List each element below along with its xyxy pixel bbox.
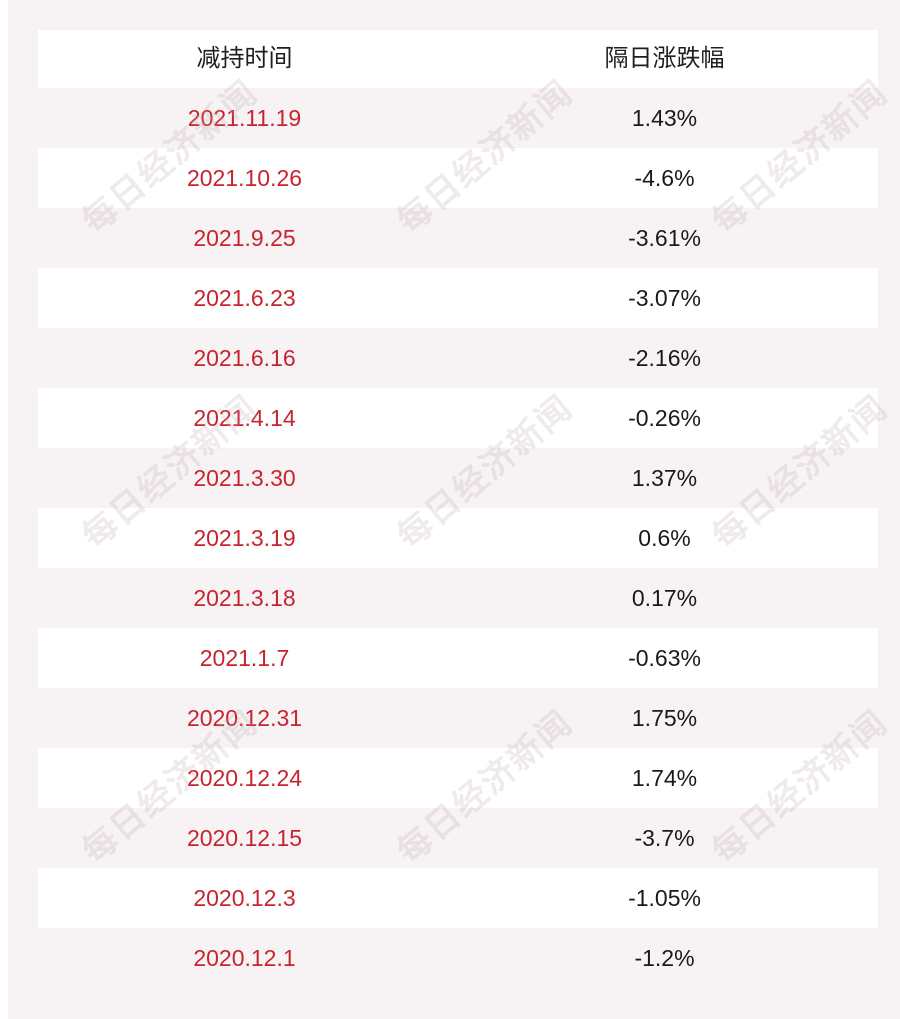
reduction-date-cell: 2021.9.25: [193, 224, 296, 251]
reduction-date-cell: 2020.12.31: [186, 704, 303, 731]
next-day-change-cell: -0.26%: [628, 404, 701, 431]
table-row: 2021.3.19 0.6%: [38, 508, 878, 568]
reduction-date-cell: 2021.1.7: [199, 644, 290, 671]
next-day-change-cell: 1.75%: [631, 704, 698, 731]
reduction-date-cell: 2021.4.14: [193, 404, 296, 431]
reduction-date-cell: 2021.3.18: [193, 584, 296, 611]
next-day-change-cell: 0.6%: [638, 524, 691, 551]
next-day-change-cell: 1.74%: [631, 764, 698, 791]
next-day-change-cell: -1.05%: [628, 884, 701, 911]
reduction-date-cell: 2020.12.15: [186, 824, 303, 851]
reduction-date-cell: 2021.6.23: [193, 284, 296, 311]
table-row: 2021.4.14 -0.26%: [38, 388, 878, 448]
table-row: 2021.3.18 0.17%: [38, 568, 878, 628]
reduction-date-cell: 2021.3.30: [193, 464, 296, 491]
next-day-change-cell: 1.43%: [631, 104, 698, 131]
holding-reduction-table: 减持时间 隔日涨跌幅 2021.11.19 1.43% 2021.10.26 -4.6…: [38, 30, 878, 988]
reduction-date-cell: 2021.10.26: [186, 164, 303, 191]
reduction-date-cell: 2021.3.19: [193, 524, 296, 551]
table-body: 2021.11.19 1.43% 2021.10.26 -4.6% 2021.9.25 -…: [38, 88, 878, 988]
table-row: 2021.6.23 -3.07%: [38, 268, 878, 328]
table-row: 2020.12.3 -1.05%: [38, 868, 878, 928]
table-row: 2021.3.30 1.37%: [38, 448, 878, 508]
reduction-date-cell: 2021.6.16: [193, 344, 296, 371]
next-day-change-cell: -0.63%: [628, 644, 701, 671]
next-day-change-cell: -3.61%: [628, 224, 701, 251]
reduction-date-cell: 2021.11.19: [187, 104, 302, 131]
reduction-date-cell: 2020.12.24: [186, 764, 303, 791]
next-day-change-cell: -2.16%: [628, 344, 701, 371]
table-row: 2021.11.19 1.43%: [38, 88, 878, 148]
table-row: 2020.12.1 -1.2%: [38, 928, 878, 988]
header-reduction-date: 减持时间: [196, 45, 293, 72]
next-day-change-cell: -3.07%: [628, 284, 701, 311]
table-row: 2021.6.16 -2.16%: [38, 328, 878, 388]
header-next-day-change: 隔日涨跌幅: [604, 45, 725, 72]
table-row: 2020.12.15 -3.7%: [38, 808, 878, 868]
table-row: 2021.1.7 -0.63%: [38, 628, 878, 688]
table-row: 2020.12.31 1.75%: [38, 688, 878, 748]
next-day-change-cell: 1.37%: [631, 464, 698, 491]
reduction-date-cell: 2020.12.3: [193, 884, 296, 911]
table-row: 2021.9.25 -3.61%: [38, 208, 878, 268]
reduction-date-cell: 2020.12.1: [193, 944, 296, 971]
next-day-change-cell: -1.2%: [634, 944, 695, 971]
table-row: 2021.10.26 -4.6%: [38, 148, 878, 208]
table-header-row: 减持时间 隔日涨跌幅: [38, 30, 878, 88]
next-day-change-cell: 0.17%: [631, 584, 698, 611]
table-row: 2020.12.24 1.74%: [38, 748, 878, 808]
next-day-change-cell: -4.6%: [634, 164, 695, 191]
next-day-change-cell: -3.7%: [634, 824, 695, 851]
